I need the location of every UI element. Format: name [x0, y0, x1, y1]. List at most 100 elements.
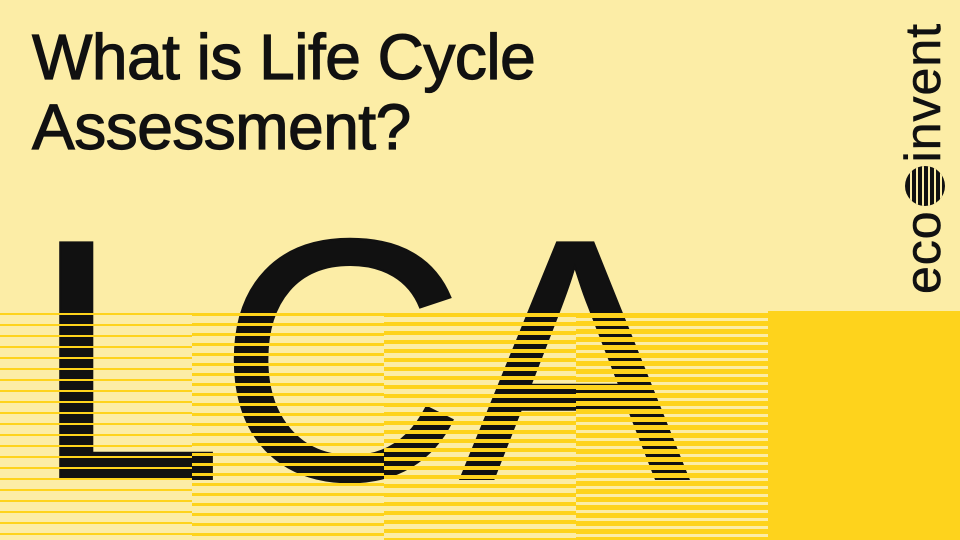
stripe-line	[0, 489, 192, 491]
stripe-line	[192, 533, 384, 536]
stripe-line	[0, 335, 192, 337]
stripe-line	[192, 353, 384, 356]
stripe-line	[384, 313, 576, 317]
stripe-line	[384, 466, 576, 470]
stripe-line	[576, 377, 768, 382]
stripe-line	[576, 313, 768, 318]
stripe-line	[384, 430, 576, 434]
stripe-line	[384, 448, 576, 452]
stripe-line	[192, 433, 384, 436]
stripe-line	[192, 483, 384, 486]
stripe-line	[192, 323, 384, 326]
stripe-line	[384, 331, 576, 335]
stripe-line	[192, 463, 384, 466]
stripe-line	[0, 423, 192, 425]
stripe-line	[576, 537, 768, 540]
stripe-line	[192, 493, 384, 496]
stripe-line	[0, 456, 192, 458]
stripe-line	[0, 434, 192, 436]
stripe-line	[576, 361, 768, 366]
stripe-line	[192, 503, 384, 506]
stripe-line	[384, 376, 576, 380]
stripe-line	[576, 401, 768, 406]
stripe-line	[384, 529, 576, 533]
stripe-line	[192, 383, 384, 386]
stripe-line	[576, 369, 768, 374]
stripe-line	[576, 449, 768, 454]
stripe-line	[576, 521, 768, 526]
stripe-line	[576, 505, 768, 510]
stripe-line	[384, 349, 576, 353]
ecoinvent-logo: eco invent	[895, 22, 952, 295]
stripe-line	[384, 493, 576, 497]
stripe-line	[576, 337, 768, 342]
title-line-1: What is Life Cycle	[31, 21, 536, 93]
stripe-line	[192, 453, 384, 456]
stripe-line	[576, 441, 768, 446]
stripe-overlay	[0, 313, 768, 540]
stripe-line	[384, 511, 576, 515]
stripe-line	[0, 401, 192, 403]
stripe-line	[384, 421, 576, 425]
accent-block	[768, 311, 960, 540]
stripe-line	[192, 313, 384, 316]
stripe-line	[576, 529, 768, 534]
stripe-line	[576, 345, 768, 350]
stripe-line	[0, 445, 192, 447]
stripe-line	[384, 367, 576, 371]
stripe-line	[384, 538, 576, 540]
stripe-line	[576, 321, 768, 326]
stripe-line	[0, 379, 192, 381]
stripe-line	[576, 393, 768, 398]
stripe-line	[576, 513, 768, 518]
stripe-line	[384, 475, 576, 479]
stripe-line	[192, 333, 384, 336]
stripe-line	[384, 412, 576, 416]
stripe-line	[0, 522, 192, 524]
stripe-line	[384, 484, 576, 488]
striped-circle-icon	[905, 166, 945, 207]
stripe-line	[192, 473, 384, 476]
stripe-line	[192, 523, 384, 526]
stripe-line	[0, 467, 192, 469]
stripe-line	[384, 394, 576, 398]
stripe-line	[384, 457, 576, 461]
stripe-line	[384, 340, 576, 344]
stripe-line	[192, 423, 384, 426]
stripe-line	[0, 533, 192, 535]
stripe-line	[0, 412, 192, 414]
stripe-line	[576, 481, 768, 486]
stripe-line	[384, 403, 576, 407]
stripe-line	[576, 425, 768, 430]
stripe-line	[0, 511, 192, 513]
stripe-line	[384, 502, 576, 506]
stripe-line	[192, 343, 384, 346]
stripe-line	[0, 478, 192, 480]
stripe-line	[576, 385, 768, 390]
stripe-line	[384, 358, 576, 362]
stripe-line	[0, 500, 192, 502]
stripe-line	[192, 443, 384, 446]
stripe-line	[576, 457, 768, 462]
stripe-line	[576, 353, 768, 358]
stripe-line	[192, 393, 384, 396]
page-title: What is Life Cycle Assessment?	[31, 21, 732, 162]
stripe-line	[192, 413, 384, 416]
stripe-line	[576, 417, 768, 422]
logo-text-invent: invent	[895, 22, 952, 163]
stripe-line	[0, 324, 192, 326]
stripe-line	[576, 329, 768, 334]
stripe-line	[576, 409, 768, 414]
stripe-line	[384, 385, 576, 389]
stripe-line	[0, 390, 192, 392]
stripe-line	[192, 403, 384, 406]
stripe-line	[0, 357, 192, 359]
stripe-line	[192, 513, 384, 516]
stripe-line	[384, 520, 576, 524]
stripe-line	[576, 473, 768, 478]
stripe-line	[192, 363, 384, 366]
stripe-line	[576, 433, 768, 438]
stripe-line	[576, 465, 768, 470]
stripe-line	[384, 322, 576, 326]
